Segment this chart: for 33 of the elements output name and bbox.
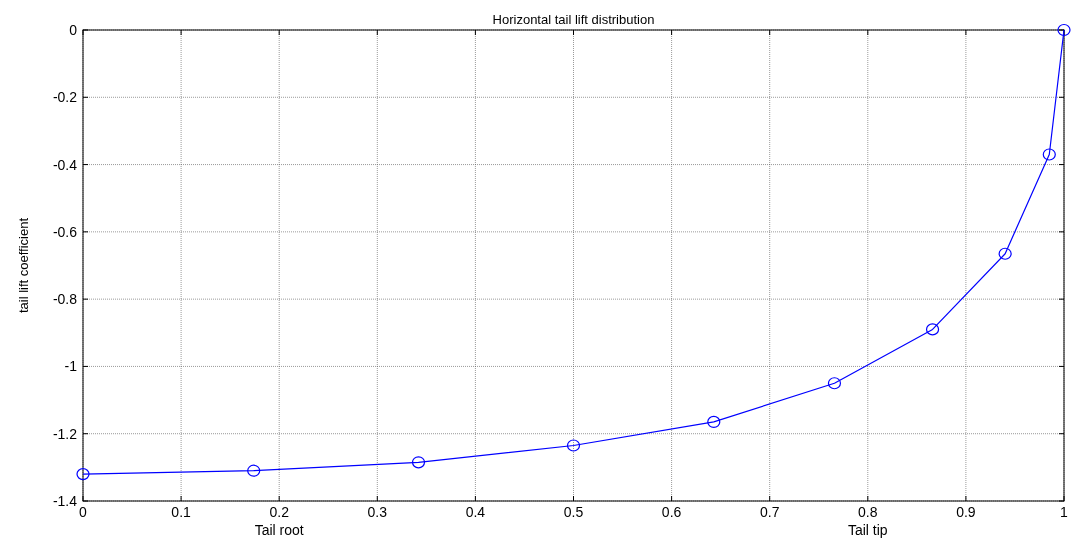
point — [1042, 148, 1056, 161]
point — [925, 323, 940, 336]
point — [998, 247, 1012, 260]
y-tick-label: 0 — [69, 22, 78, 38]
text: Tail tip — [847, 522, 888, 538]
point — [411, 456, 426, 469]
point — [707, 415, 721, 429]
x-tick-label: 0.7 — [759, 504, 780, 520]
point — [827, 377, 842, 390]
text: Tail root — [254, 522, 304, 538]
x-tick-label: 0 — [79, 504, 88, 520]
y-tick-label: -0.2 — [52, 89, 78, 106]
x-tick-label: 0.6 — [661, 504, 682, 520]
y-tick-label: -1.4 — [52, 493, 78, 509]
point — [566, 439, 581, 452]
point — [1057, 23, 1071, 37]
y-tick-label: -0.8 — [52, 291, 78, 308]
y-tick-label: -1.2 — [52, 425, 78, 442]
y-tick-label: -1 — [64, 358, 78, 375]
x-tick-label: 0.3 — [367, 504, 388, 520]
x-tick-label: 0.5 — [563, 504, 584, 520]
chart-title: Horizontal tail lift distribution — [492, 12, 655, 27]
point — [247, 464, 261, 477]
x-tick-label: 0.2 — [269, 504, 290, 520]
x-tick-label: 0.8 — [858, 504, 878, 520]
x-tick-label: 0.9 — [956, 504, 976, 520]
point — [76, 467, 90, 481]
x-tick-label: 0.1 — [171, 504, 192, 520]
y-tick-label: -0.6 — [52, 223, 78, 240]
x-tick-label: 1 — [1060, 504, 1069, 520]
x-tick-label: 0.4 — [465, 504, 486, 520]
y-axis-title: tail lift coefficient — [16, 217, 31, 314]
y-tick-label: -0.4 — [52, 156, 78, 173]
